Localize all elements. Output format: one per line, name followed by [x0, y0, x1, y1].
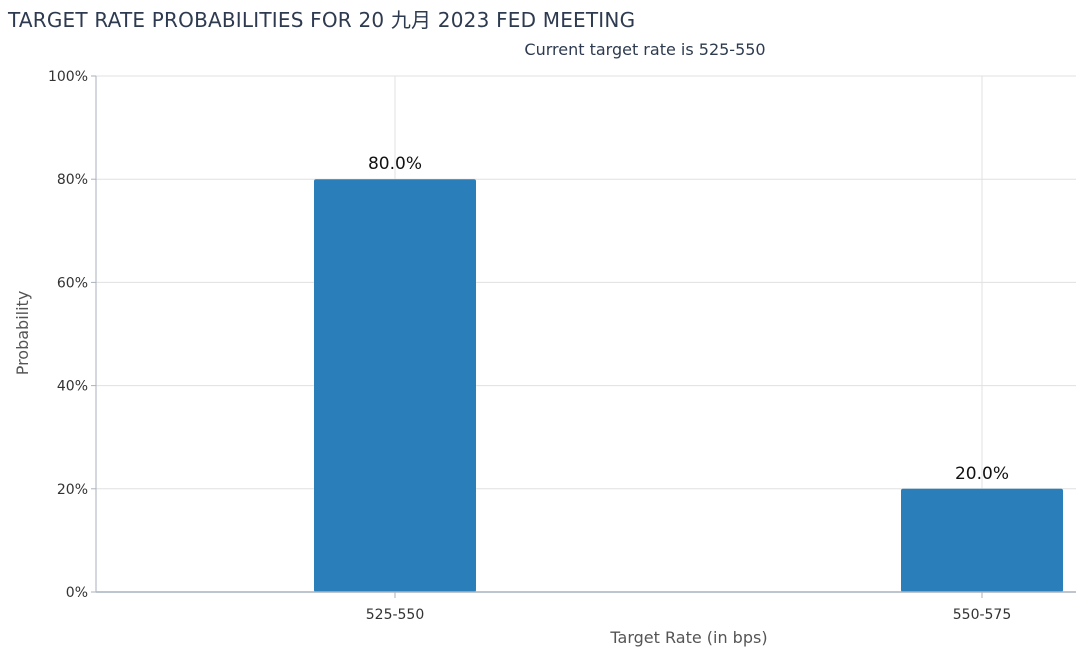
- data-label: 20.0%: [955, 464, 1009, 484]
- x-tick-label: 550-575: [953, 607, 1012, 623]
- labels: 0% 20% 40% 60% 80% 100% 80.0% 20.0% 525-550 550-5…: [48, 69, 1011, 623]
- bar-525-550: [314, 179, 476, 592]
- x-axis-title: Target Rate (in bps): [609, 628, 767, 647]
- y-tick-label: 100%: [48, 69, 88, 85]
- bar-550-575: [901, 488, 1063, 592]
- axes: [91, 75, 1076, 598]
- chart-subtitle: Current target rate is 525-550: [524, 40, 766, 59]
- y-tick-label: 20%: [57, 482, 88, 498]
- bars: [314, 179, 1063, 592]
- y-tick-label: 80%: [57, 172, 88, 188]
- y-tick-label: 0%: [66, 585, 88, 601]
- chart-title: TARGET RATE PROBABILITIES FOR 20 九月 2023…: [8, 8, 636, 32]
- x-tick-label: 525-550: [366, 607, 425, 623]
- y-axis-title: Probability: [13, 291, 32, 376]
- y-tick-label: 60%: [57, 275, 88, 291]
- y-tick-label: 40%: [57, 379, 88, 395]
- data-label: 80.0%: [368, 154, 422, 174]
